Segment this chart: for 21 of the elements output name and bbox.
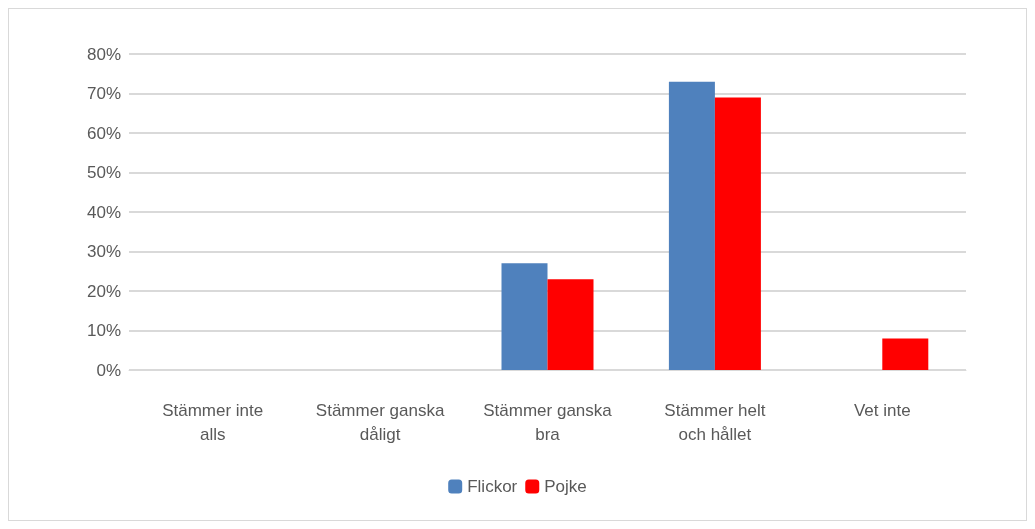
x-tick-label: Stämmer helt och hållet (664, 400, 766, 444)
y-tick-label: 10% (86, 321, 121, 340)
y-tick-label: 40% (86, 202, 121, 222)
y-tick-label: 70% (86, 84, 121, 103)
y-tick-label: 30% (86, 242, 121, 261)
bar (714, 97, 761, 370)
bar (668, 81, 715, 370)
x-tick-label: Stämmer ganska dåligt (315, 400, 445, 444)
y-tick-label: 50% (86, 163, 121, 182)
y-tick-label: 0% (96, 360, 121, 380)
bar (882, 338, 929, 370)
y-tick-label: 20% (86, 281, 121, 301)
legend-label: Pojke (544, 477, 587, 496)
x-tick-label: Vet inte (853, 400, 911, 420)
y-tick-label: 80% (86, 44, 121, 64)
legend-label: Flickor (467, 477, 518, 496)
x-tick-label: Stämmer inte alls (162, 400, 264, 444)
x-tick-label: Stämmer ganska bra (483, 400, 613, 444)
bar (501, 263, 548, 370)
bar (547, 279, 594, 370)
y-tick-label: 60% (86, 123, 121, 143)
